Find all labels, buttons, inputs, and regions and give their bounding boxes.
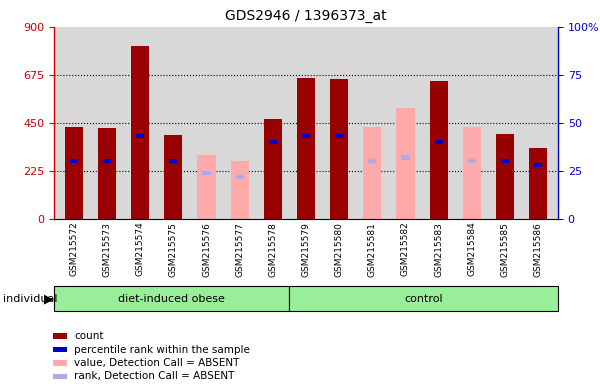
Bar xyxy=(202,170,211,175)
FancyBboxPatch shape xyxy=(54,286,289,311)
Bar xyxy=(197,155,215,219)
Text: count: count xyxy=(74,331,103,341)
Bar xyxy=(534,163,542,167)
Bar xyxy=(98,128,116,219)
Text: percentile rank within the sample: percentile rank within the sample xyxy=(74,344,250,354)
Bar xyxy=(65,127,83,219)
Bar xyxy=(53,347,67,352)
Bar xyxy=(401,155,410,160)
Bar xyxy=(302,134,310,139)
Bar xyxy=(496,134,514,219)
Bar xyxy=(236,174,244,179)
Text: ▶: ▶ xyxy=(44,292,53,305)
Bar xyxy=(434,140,443,144)
Bar xyxy=(53,360,67,366)
Bar xyxy=(53,374,67,379)
Bar xyxy=(335,134,343,139)
Bar xyxy=(53,333,67,339)
Bar xyxy=(103,159,111,164)
Title: GDS2946 / 1396373_at: GDS2946 / 1396373_at xyxy=(225,9,387,23)
Bar xyxy=(131,46,149,219)
Bar xyxy=(330,79,348,219)
FancyBboxPatch shape xyxy=(289,286,558,311)
Bar xyxy=(136,134,145,139)
Bar xyxy=(467,159,476,164)
Bar xyxy=(269,140,277,144)
Text: individual: individual xyxy=(3,293,58,304)
Bar xyxy=(70,159,78,164)
Text: rank, Detection Call = ABSENT: rank, Detection Call = ABSENT xyxy=(74,371,234,381)
Bar xyxy=(368,159,376,164)
Bar xyxy=(501,159,509,164)
Bar xyxy=(164,135,182,219)
Text: diet-induced obese: diet-induced obese xyxy=(118,293,225,304)
Bar xyxy=(297,78,315,219)
Bar xyxy=(430,81,448,219)
Bar xyxy=(463,127,481,219)
Text: control: control xyxy=(404,293,443,304)
Bar xyxy=(264,119,282,219)
Text: value, Detection Call = ABSENT: value, Detection Call = ABSENT xyxy=(74,358,239,368)
Bar xyxy=(169,159,178,164)
Bar xyxy=(230,161,249,219)
Bar xyxy=(397,108,415,219)
Bar xyxy=(363,127,382,219)
Bar xyxy=(529,149,547,219)
